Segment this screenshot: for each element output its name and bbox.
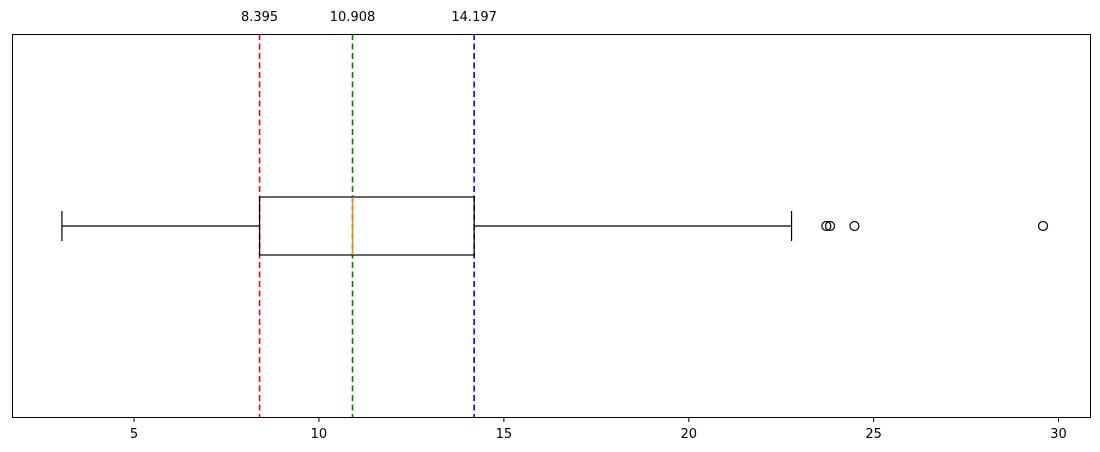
- x-tick-label: 30: [1050, 427, 1067, 442]
- x-axis-ticks: 5 10 15 20 25 30: [130, 417, 1067, 442]
- outlier-point: [821, 220, 832, 232]
- x-tick-label: 10: [311, 427, 328, 442]
- plot-frame: [12, 34, 1091, 418]
- outlier-points: [821, 220, 1049, 232]
- outlier-point: [824, 220, 836, 232]
- reference-line-label: 14.197: [451, 10, 497, 25]
- x-tick-label: 5: [130, 427, 138, 442]
- outlier-point: [1037, 220, 1049, 232]
- outlier-point: [849, 220, 860, 232]
- x-tick-label: 15: [496, 427, 513, 442]
- iqr-box: [258, 196, 475, 256]
- x-tick-label: 25: [865, 427, 882, 442]
- reference-line-label: 8.395: [241, 10, 278, 25]
- reference-line-label: 10.908: [330, 10, 376, 25]
- reference-line-labels: 8.395 10.908 14.197: [241, 10, 497, 25]
- reference-lines: [258, 34, 475, 417]
- x-tick-label: 20: [680, 427, 697, 442]
- box-and-whiskers: [61, 196, 793, 256]
